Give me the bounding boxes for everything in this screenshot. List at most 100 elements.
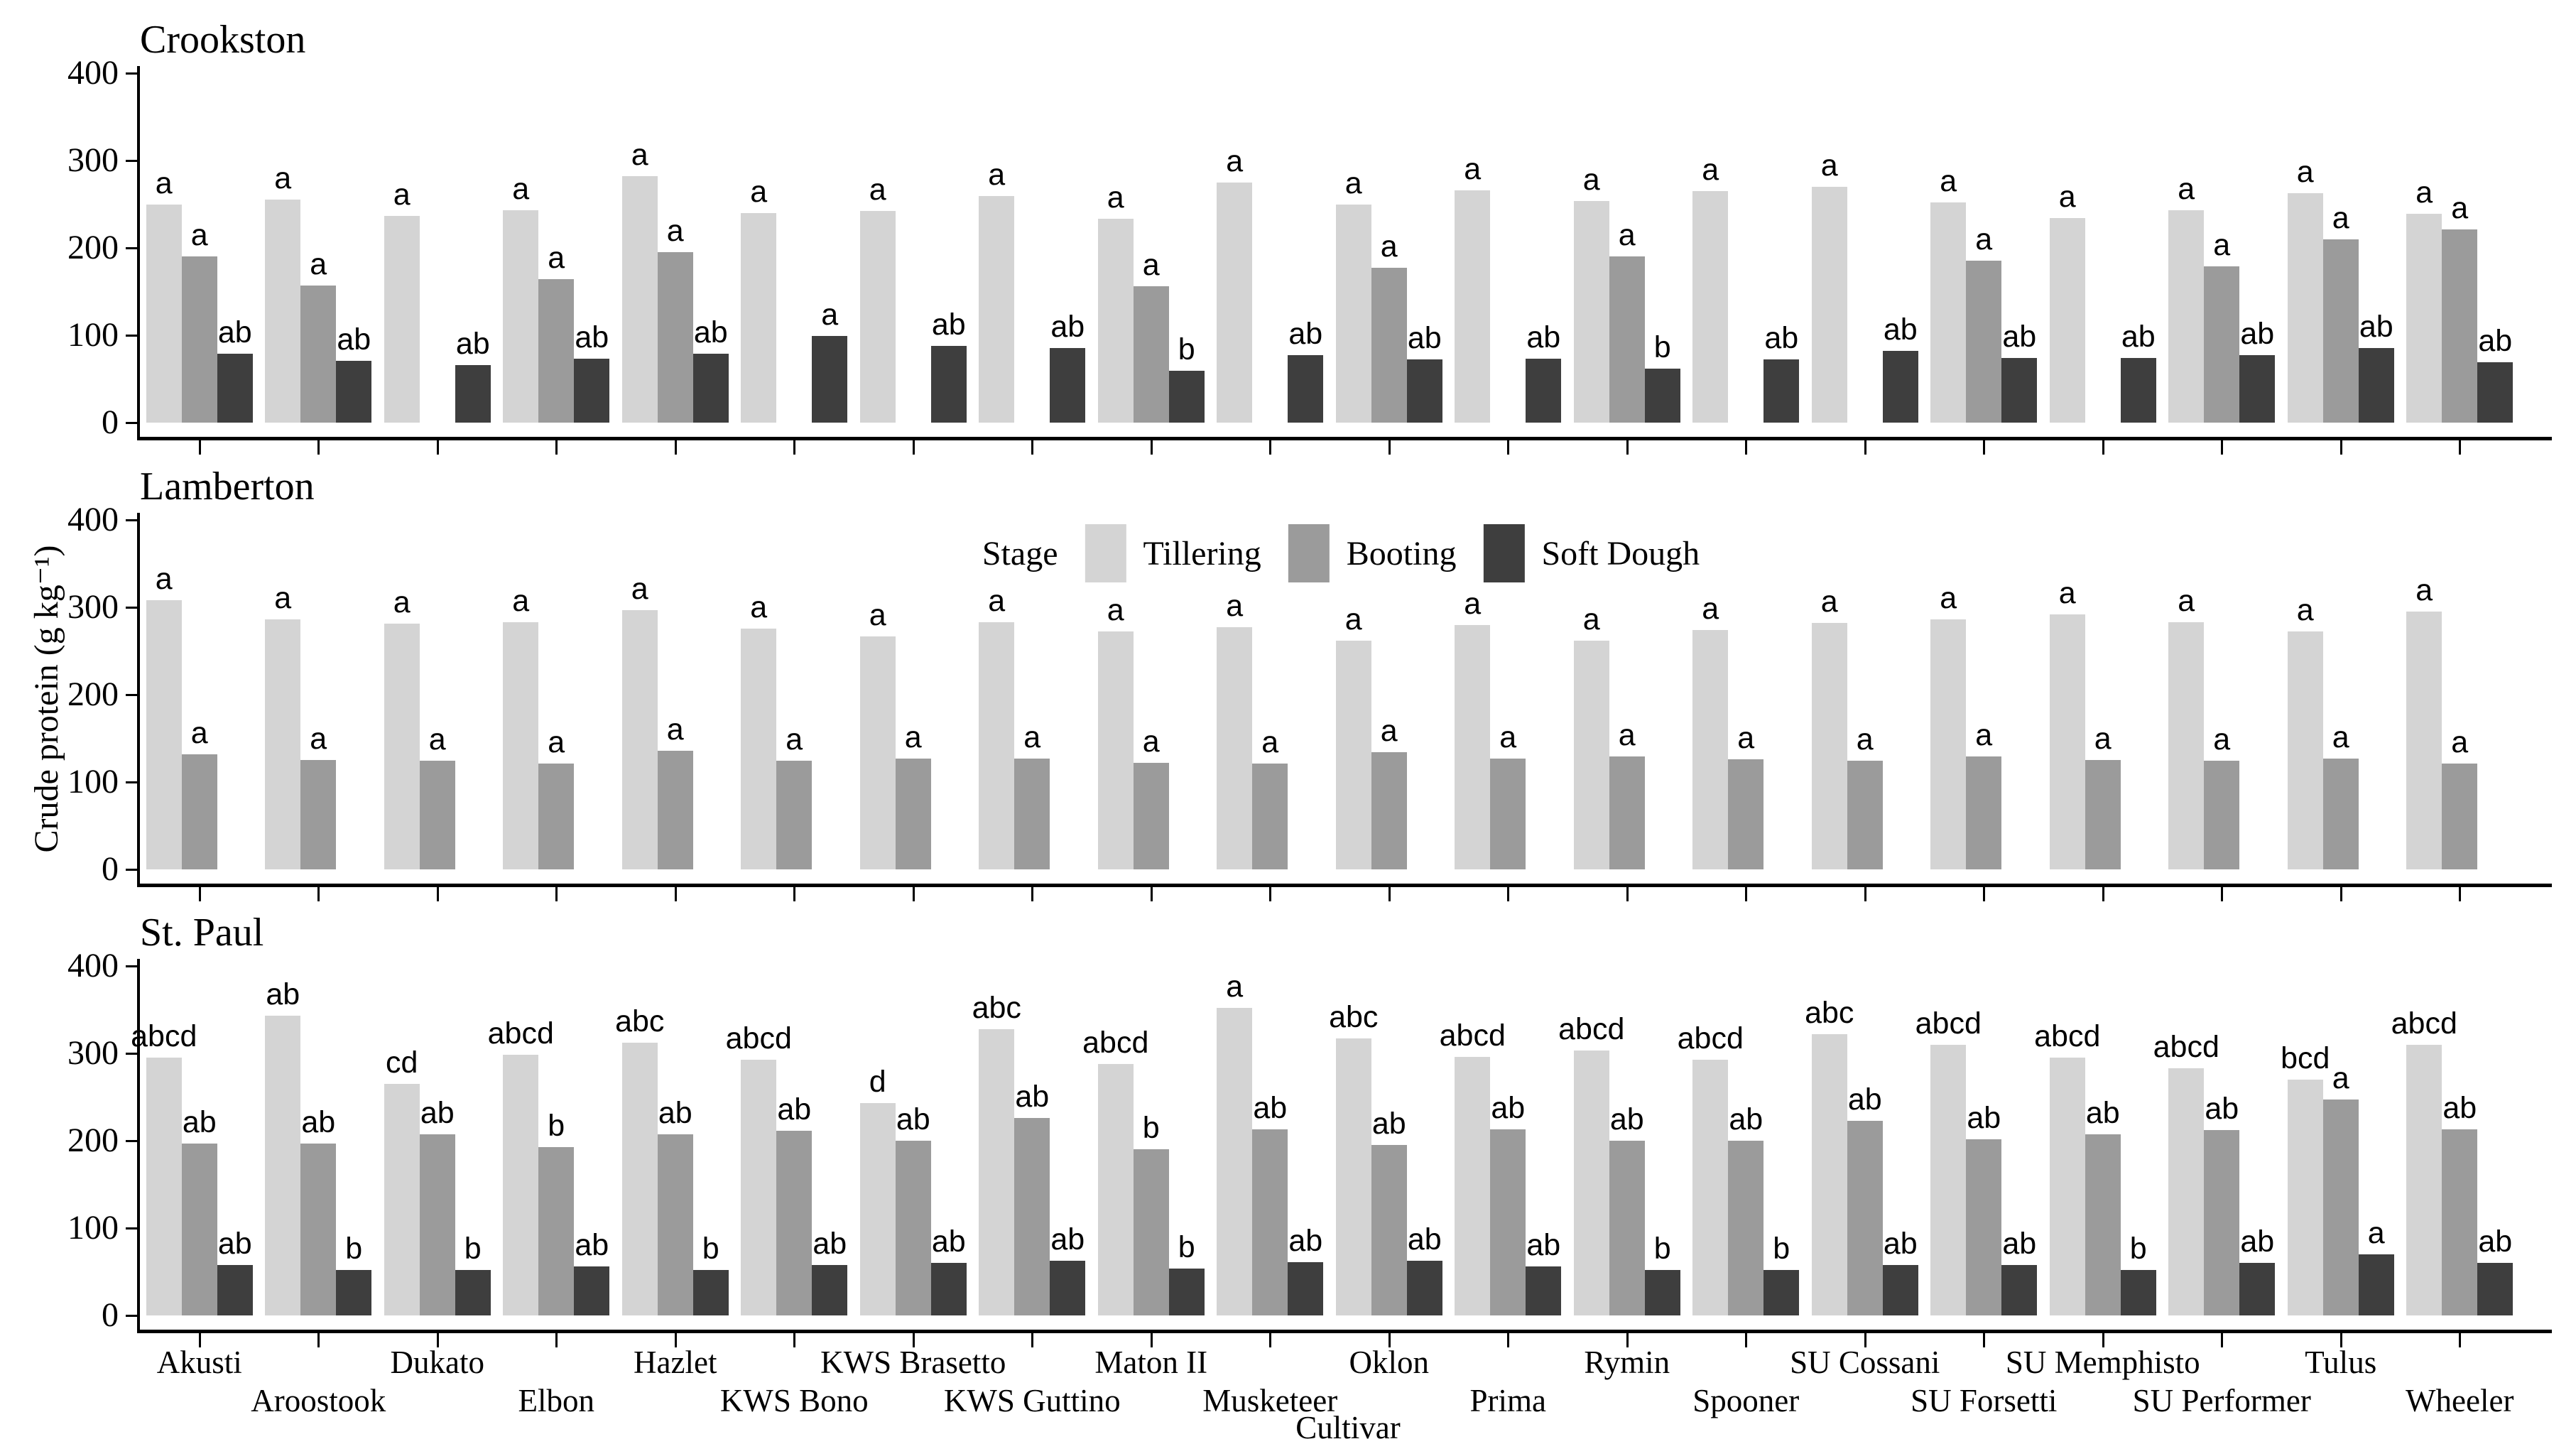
bar-slot-booting: a (300, 73, 337, 423)
bar-tillering (1811, 1033, 1847, 1315)
bar-slot-tillering: bcd (2281, 966, 2330, 1315)
significance-letter: b (702, 1232, 719, 1266)
bar-tillering (621, 176, 658, 423)
x-tick (912, 1333, 915, 1347)
x-tick (1745, 887, 1748, 901)
bar-booting (300, 760, 337, 869)
significance-letter: a (2415, 175, 2433, 210)
x-tick (1745, 440, 1748, 455)
bar-slot-booting: a (538, 520, 575, 869)
significance-letter: ab (813, 1226, 847, 1261)
legend-item-tillering: Tillering (1085, 524, 1261, 582)
bar-slot-tillering: a (1930, 73, 1967, 423)
significance-letter: abcd (2391, 1006, 2457, 1041)
cultivar-group: abcd ab b (2034, 966, 2163, 1315)
bar-soft-dough (1763, 1270, 1800, 1315)
significance-letter: a (2451, 191, 2469, 226)
significance-letter: ab (658, 1096, 692, 1131)
bar-tillering (979, 196, 1015, 423)
bar-soft-dough (930, 345, 967, 423)
bar-booting (1847, 1120, 1883, 1315)
bar-slot-tillering: a (2168, 73, 2205, 423)
significance-letter: a (988, 583, 1006, 618)
bar-booting (2442, 1129, 2478, 1315)
bar-soft-dough (1526, 1266, 1562, 1315)
x-tick (674, 1333, 677, 1347)
significance-letter: a (631, 571, 648, 606)
cultivar-label: SU Memphisto (2005, 1345, 2200, 1380)
y-tick (126, 422, 137, 424)
significance-letter: a (786, 722, 803, 757)
x-tick (555, 1333, 558, 1347)
bar-slot-tillering: a (621, 520, 658, 869)
significance-letter: a (274, 581, 292, 616)
bar-booting (776, 1131, 813, 1315)
bar-booting (538, 279, 575, 423)
bar-slot-soft-dough: ab (930, 966, 967, 1315)
x-tick (1864, 1333, 1866, 1347)
bar-slot-tillering: a (2287, 520, 2323, 869)
bar-slot-tillering: a (384, 520, 420, 869)
cultivar-group: d ab ab (854, 966, 973, 1315)
bar-slot-tillering: abcd (488, 966, 554, 1315)
bar-slot-tillering: abc (972, 966, 1021, 1315)
bar-tillering (2287, 192, 2323, 423)
y-tick-label: 400 (67, 947, 119, 984)
cultivar-label: Wheeler (2406, 1383, 2514, 1418)
bar-tillering (1335, 640, 1371, 869)
significance-letter: a (2415, 573, 2433, 608)
significance-letter: a (2451, 725, 2469, 760)
significance-letter: a (869, 597, 886, 632)
significance-letter: a (904, 720, 922, 754)
significance-letter: a (1023, 720, 1041, 754)
bar-booting (419, 761, 455, 869)
bar-soft-dough (2001, 357, 2038, 423)
significance-letter: a (393, 177, 411, 212)
bar-slot-tillering: a (2168, 520, 2205, 869)
bar-slot-booting: a (2204, 73, 2240, 423)
bar-slot-booting: b (1133, 966, 1169, 1315)
y-tick (126, 247, 137, 249)
x-tick (1269, 1333, 1272, 1347)
x-tick (198, 1333, 201, 1347)
x-tick (555, 440, 558, 455)
y-tick (126, 781, 137, 783)
legend-label-soft-dough: Soft Dough (1541, 534, 1700, 572)
y-tick-label: 100 (67, 316, 119, 354)
significance-letter: ab (2478, 324, 2513, 359)
significance-letter: b (464, 1232, 482, 1266)
bar-tillering (1335, 204, 1371, 423)
x-tick (1269, 440, 1272, 455)
bar-slot-soft-dough: ab (1406, 73, 1442, 423)
y-axis-line (137, 513, 140, 887)
bar-slot-tillering: abcd (1558, 966, 1624, 1315)
x-tick (1031, 887, 1034, 901)
significance-letter: ab (2478, 1225, 2513, 1259)
cultivar-label: KWS Bono (719, 1383, 869, 1418)
bar-slot-soft-dough: ab (2477, 73, 2513, 423)
bar-soft-dough (336, 360, 372, 423)
bar-slot-tillering: a (1455, 520, 1491, 869)
bar-slot-tillering: a (2287, 73, 2323, 423)
cultivar-group: a ab (854, 73, 973, 423)
bar-tillering (2406, 214, 2442, 423)
cultivar-group: a ab (1449, 73, 1568, 423)
significance-letter: a (428, 722, 446, 757)
bar-tillering (1455, 1056, 1491, 1315)
x-tick (2339, 440, 2342, 455)
bar-slot-booting: a (538, 73, 575, 423)
bar-slot-tillering: d (859, 966, 896, 1315)
bar-slot-soft-dough: ab (217, 73, 253, 423)
legend-swatch-booting-icon (1288, 524, 1330, 582)
significance-letter: a (548, 725, 565, 760)
bar-soft-dough (1644, 1270, 1680, 1315)
significance-letter: b (1653, 1232, 1671, 1266)
bar-slot-tillering: abcd (2153, 966, 2219, 1315)
